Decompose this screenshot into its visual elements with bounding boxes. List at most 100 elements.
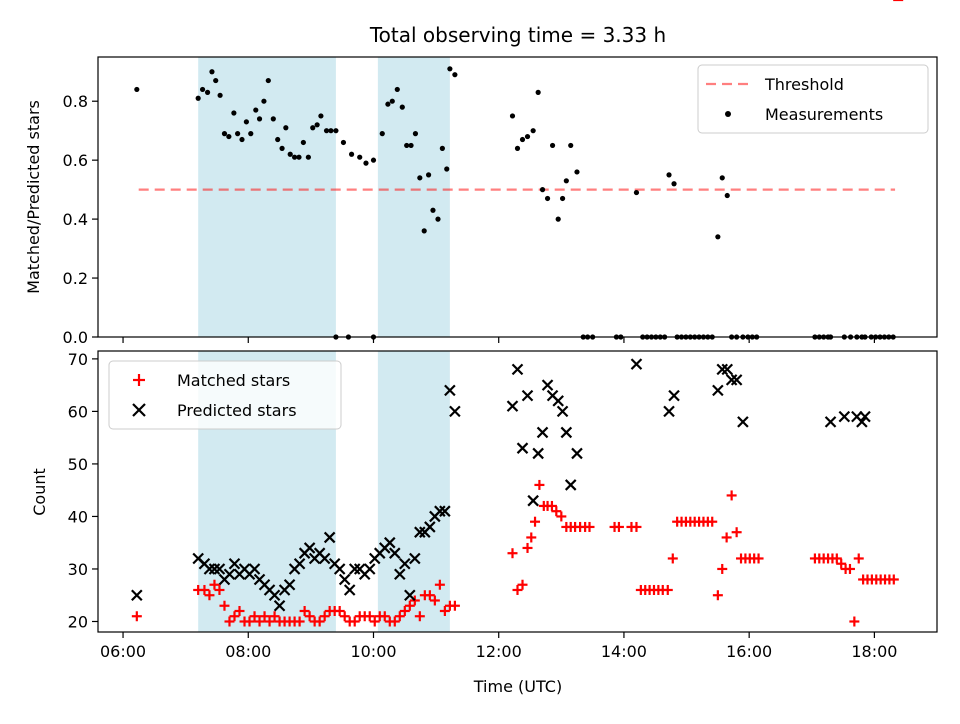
- matched-stars-point: [339, 611, 350, 622]
- y-tick-label: 0.0: [63, 328, 88, 347]
- cross-b: [546, 389, 559, 402]
- cross-b: [273, 599, 286, 612]
- measurement-point: [292, 154, 298, 160]
- cross-b: [712, 384, 724, 397]
- cross-b: [394, 568, 406, 581]
- matched-stars-point: [349, 616, 360, 627]
- cross-b: [223, 568, 236, 581]
- matched-stars-point: [424, 590, 435, 601]
- measurement-point: [340, 139, 347, 146]
- cross-b: [343, 584, 356, 596]
- measurement-point: [417, 175, 423, 181]
- cross-b: [532, 447, 544, 460]
- predicted-stars-point: [532, 447, 544, 460]
- matched-stars-point: [522, 542, 533, 553]
- predicted-stars-point: [248, 563, 261, 575]
- predicted-stars-point: [394, 568, 406, 581]
- predicted-stars-point: [856, 416, 868, 428]
- cross-b: [424, 521, 436, 533]
- cross-b: [389, 547, 401, 559]
- matched-stars-point: [849, 616, 860, 627]
- measurement-point: [404, 142, 410, 149]
- measurement-point: [256, 116, 263, 122]
- predicted-stars-point: [506, 400, 519, 412]
- measurement-point: [370, 157, 377, 163]
- cross-b: [404, 589, 416, 602]
- cross-b: [333, 563, 346, 575]
- cross-b: [725, 374, 738, 386]
- predicted-stars-point: [571, 447, 583, 460]
- measurement-point: [559, 195, 566, 202]
- matched-stars-point: [836, 558, 847, 569]
- matched-stars-point: [414, 611, 425, 622]
- matched-stars-point: [439, 605, 450, 616]
- predicted-stars-point: [556, 405, 569, 418]
- matched-stars-point: [299, 605, 310, 616]
- x-tick-label: 18:00: [851, 642, 897, 661]
- measurement-point: [563, 178, 569, 184]
- cross-b: [516, 442, 529, 454]
- predicted-stars-point: [630, 358, 643, 370]
- cross-b: [208, 563, 221, 575]
- predicted-stars-point: [434, 505, 446, 517]
- cross-b: [564, 479, 577, 491]
- cross-b: [353, 563, 366, 575]
- measurement-point: [524, 133, 531, 140]
- measurement-point: [535, 89, 541, 95]
- cross-b: [338, 573, 351, 586]
- measurement-point: [421, 228, 427, 234]
- measurement-point: [408, 142, 414, 149]
- measurement-point: [221, 131, 228, 137]
- measurement-point: [715, 234, 721, 240]
- measurement-point: [666, 172, 672, 178]
- matched-stars-point: [507, 548, 518, 559]
- measurement-point: [283, 125, 289, 131]
- measurement-point: [394, 86, 400, 93]
- predicted-stars-point: [131, 589, 143, 602]
- measurement-point: [435, 216, 441, 222]
- measurement-point: [389, 98, 395, 104]
- matched-stars-point: [844, 563, 855, 574]
- matched-stars-point: [404, 600, 415, 611]
- matched-stars-point: [254, 616, 265, 627]
- y-tick-label: 0.8: [63, 92, 88, 111]
- measurement-point: [296, 154, 302, 160]
- cross-b: [258, 578, 271, 591]
- measurement-point: [430, 207, 436, 213]
- bottom-panel: 20 30 40 50 60 70 06:00 08:00 10:00 12:00 14:00 16…: [30, 0, 938, 696]
- matched-stars-point: [199, 584, 210, 595]
- measurement-point: [305, 154, 311, 160]
- predicted-stars-point: [424, 521, 436, 533]
- cross-b: [318, 552, 331, 565]
- measurement-point: [265, 77, 271, 84]
- measurement-point: [235, 131, 241, 137]
- predicted-stars-point: [725, 374, 738, 386]
- matched-stars-point: [534, 479, 545, 490]
- predicted-stars-point: [824, 416, 837, 428]
- measurement-point: [195, 95, 201, 101]
- cross-b: [409, 552, 421, 565]
- matched-stars-point: [831, 553, 842, 564]
- measurements-legend-label: Measurements: [765, 105, 883, 124]
- cross-b: [293, 557, 306, 570]
- cross-b: [556, 405, 569, 418]
- cross-b: [859, 410, 871, 423]
- matched-stars-point: [726, 490, 737, 501]
- y-tick-label: 0.4: [63, 210, 88, 229]
- cross-b: [328, 557, 341, 570]
- matched-stars-point: [294, 616, 305, 627]
- cross-b: [730, 374, 743, 386]
- predicted-stars-point: [348, 563, 361, 575]
- predicted-stars-point: [663, 405, 675, 418]
- cross-b: [203, 563, 216, 575]
- predicted-stars-point: [838, 410, 851, 423]
- bottom-plot-frame: [97, 350, 938, 633]
- top-x-axis: [122, 337, 875, 343]
- measurement-point: [549, 142, 556, 149]
- measurement-point: [357, 154, 363, 160]
- x-tick-label: 10:00: [350, 642, 396, 661]
- matched-stars-point: [319, 611, 330, 622]
- predicted-stars-point: [399, 557, 411, 570]
- predicted-stars-point: [449, 405, 461, 418]
